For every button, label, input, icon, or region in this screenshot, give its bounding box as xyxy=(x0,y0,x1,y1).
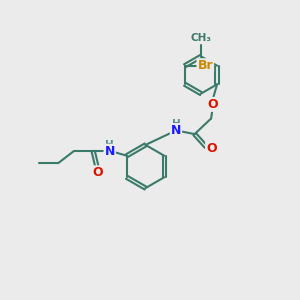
Text: Br: Br xyxy=(197,59,213,72)
Text: O: O xyxy=(92,166,103,179)
Text: N: N xyxy=(104,145,115,158)
Text: H: H xyxy=(172,119,180,129)
Text: CH₃: CH₃ xyxy=(190,33,212,43)
Text: O: O xyxy=(207,98,218,111)
Text: N: N xyxy=(171,124,181,137)
Text: O: O xyxy=(206,142,217,155)
Text: H: H xyxy=(105,140,114,150)
